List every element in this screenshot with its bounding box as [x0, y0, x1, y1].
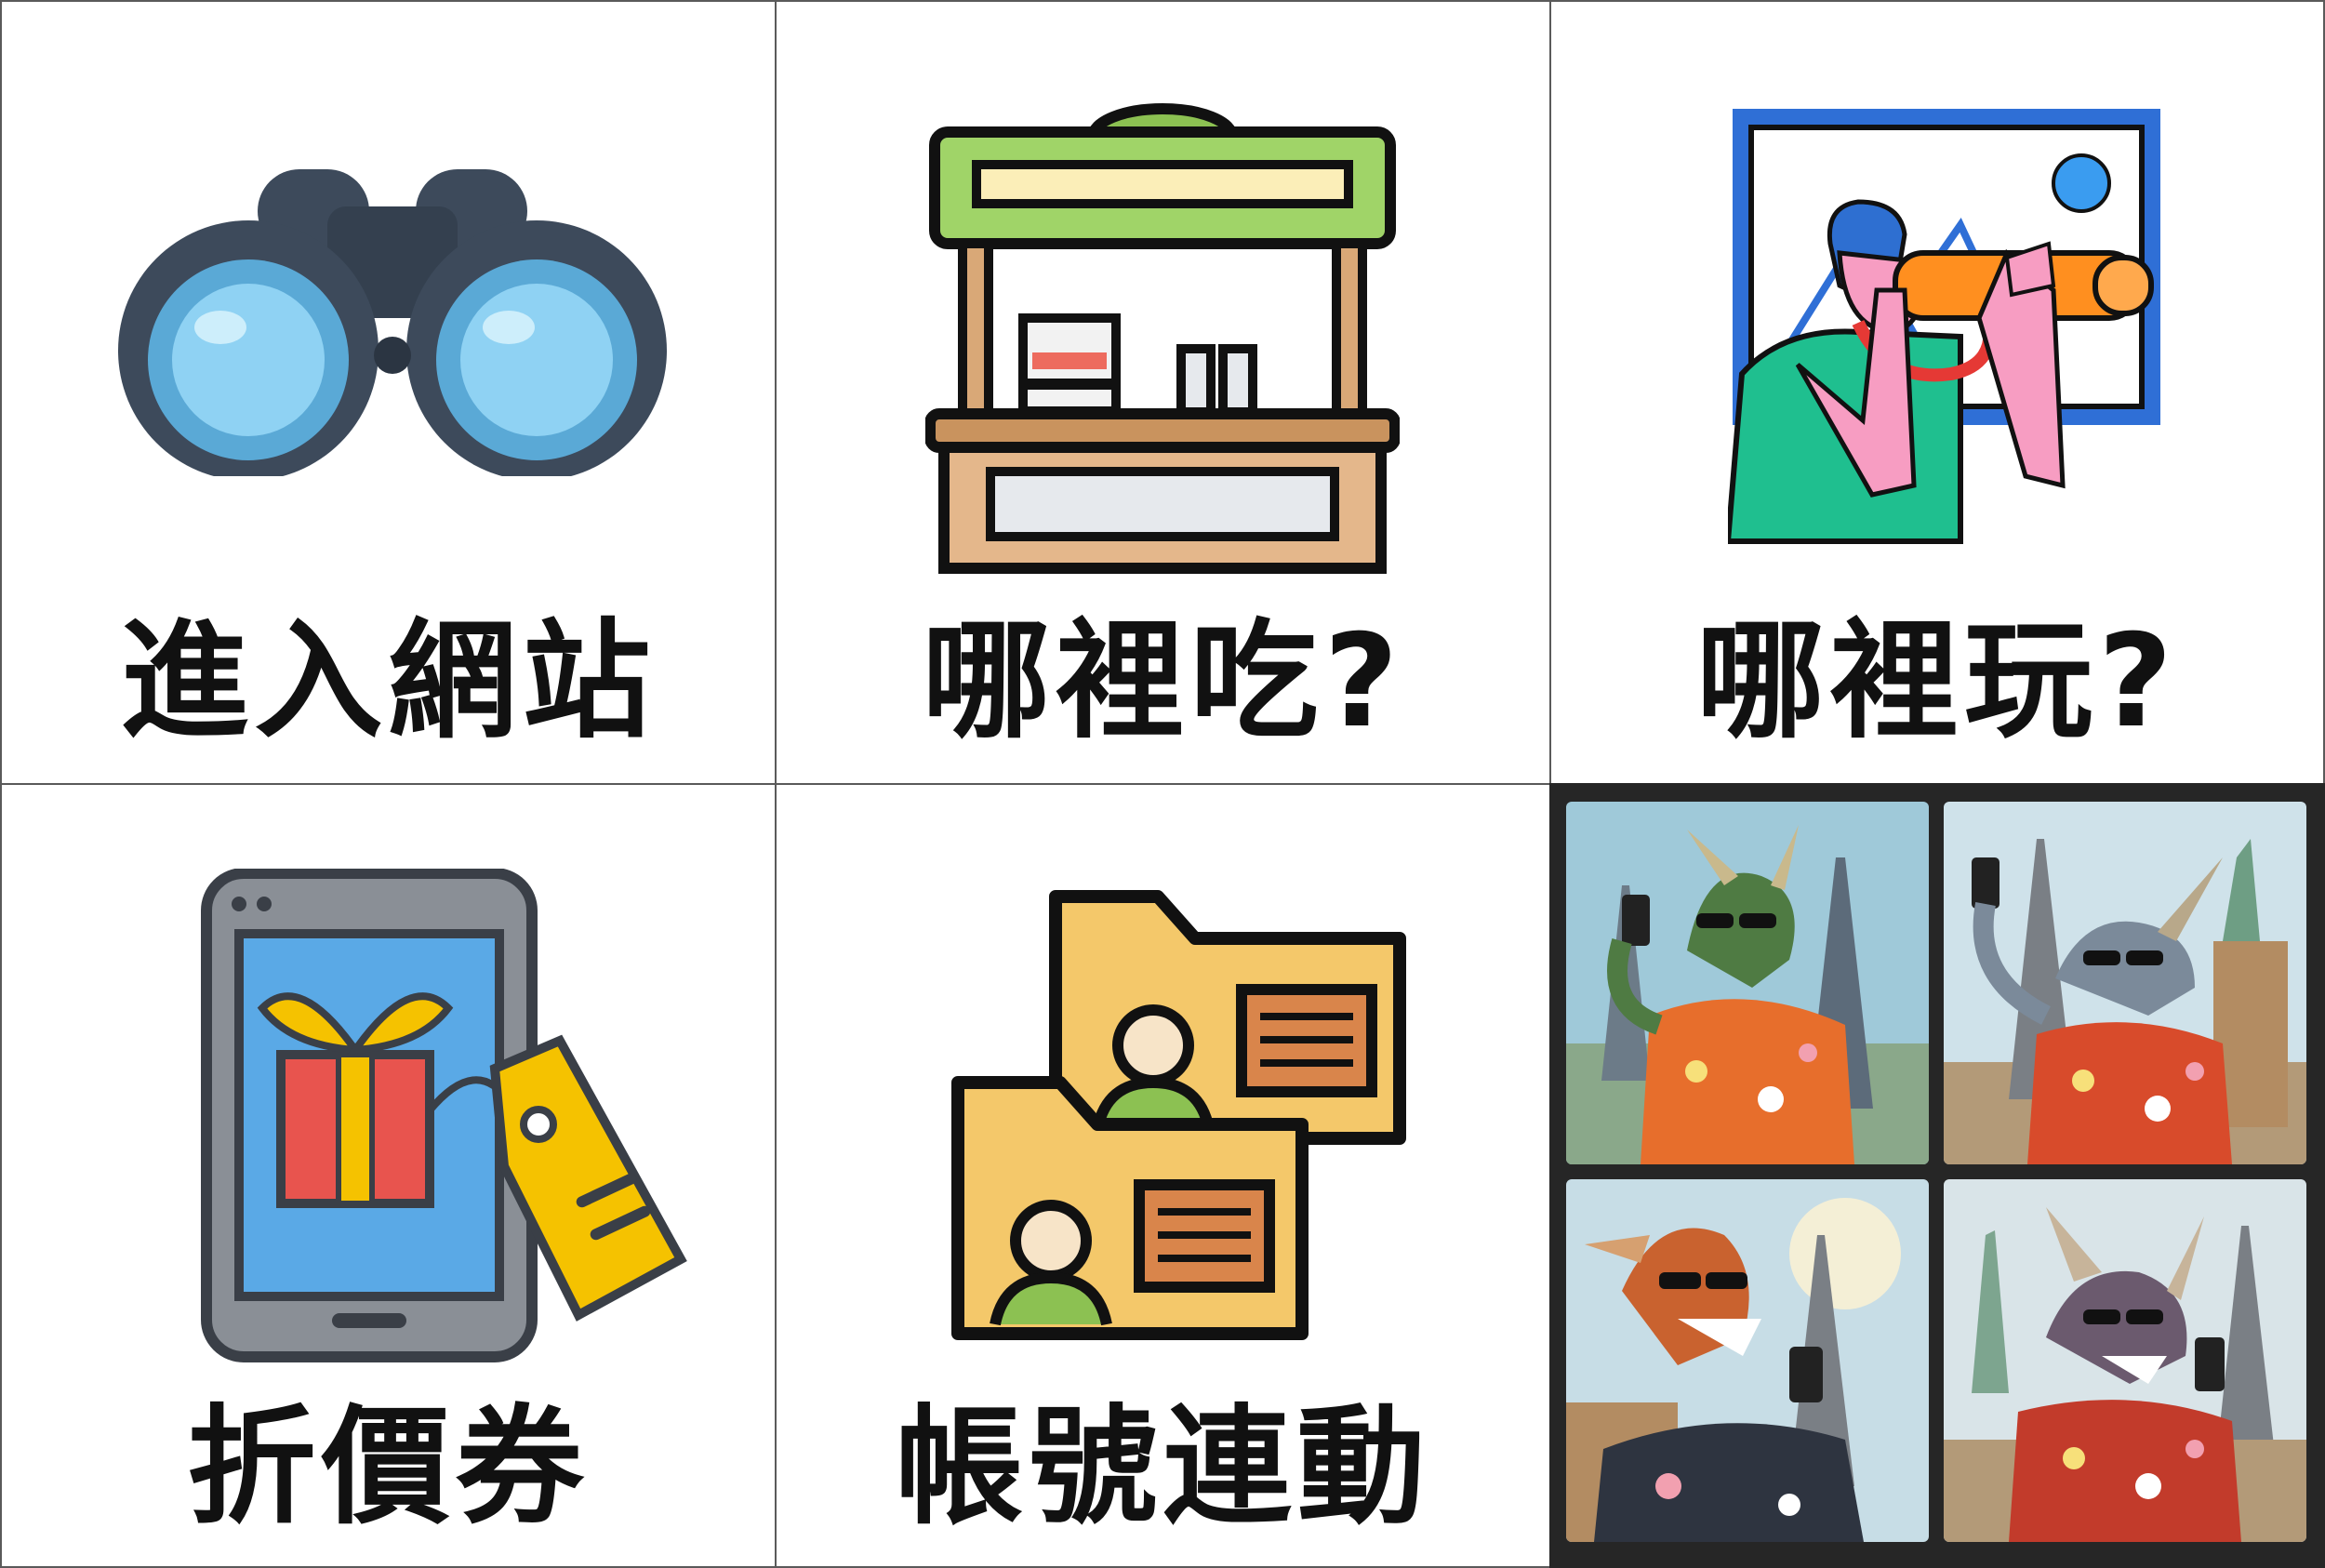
account-link-label: 帳號連動 [895, 1392, 1431, 1542]
where-to-play-tile[interactable]: 哪裡玩? [1549, 0, 2325, 785]
where-to-eat-tile[interactable]: 哪裡吃? [775, 0, 1551, 785]
coupon-tile[interactable]: 折價券 [0, 783, 777, 1568]
food-stall-icon [925, 103, 1400, 574]
where-to-eat-label: 哪裡吃? [922, 606, 1404, 756]
coupon-label: 折價券 [187, 1392, 590, 1542]
account-link-tile[interactable]: 帳號連動 [775, 783, 1551, 1568]
dragon-selfie-1 [1566, 802, 1929, 1164]
enter-website-tile[interactable]: 進入網站 [0, 0, 777, 785]
dragon-selfie-4 [1944, 1179, 2306, 1542]
dragon-selfie-3 [1566, 1179, 1929, 1542]
dragon-selfie-2 [1944, 802, 2306, 1164]
dragon-selfie-photos[interactable] [1549, 783, 2325, 1568]
account-cards-icon [951, 890, 1406, 1340]
coupon-phone-icon [201, 869, 687, 1362]
binoculars-icon [118, 169, 667, 476]
sightseeing-camera-icon [1728, 109, 2160, 544]
enter-website-label: 進入網站 [120, 606, 657, 756]
where-to-play-label: 哪裡玩? [1695, 606, 2179, 756]
